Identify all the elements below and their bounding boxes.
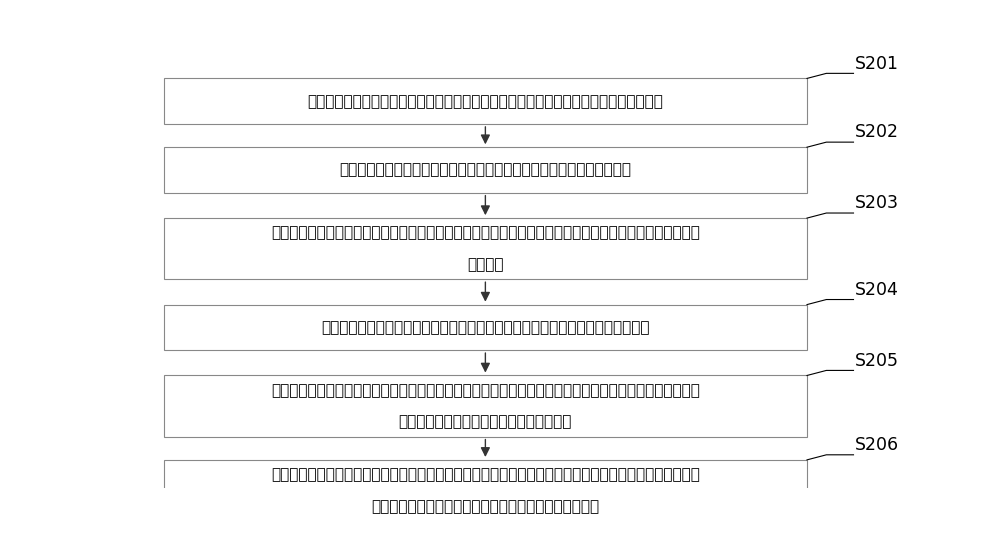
Text: 根据基准圆、第一偏心圆、第二偏心圆和高点定位销端点的坐标数据，拟合绘制出基准圆、第一偏心圆、第: 根据基准圆、第一偏心圆、第二偏心圆和高点定位销端点的坐标数据，拟合绘制出基准圆、…	[271, 383, 700, 398]
Bar	[164, 218, 807, 279]
Text: S203: S203	[855, 194, 899, 212]
Text: 偏心圆直径、第二偏心圆直径、偏心距、偏角以及相位角: 偏心圆直径、第二偏心圆直径、偏心距、偏角以及相位角	[371, 499, 599, 514]
Text: 二偏心圆和高点定位销端点的轨迹数据模型: 二偏心圆和高点定位销端点的轨迹数据模型	[399, 414, 572, 430]
Text: 将凸轮检测仪的检测头置于偏心轴端头位置测量基准圆的坐标数据并记录: 将凸轮检测仪的检测头置于偏心轴端头位置测量基准圆的坐标数据并记录	[339, 163, 631, 178]
Text: S202: S202	[855, 123, 899, 141]
Bar	[164, 78, 807, 124]
Text: S205: S205	[855, 352, 899, 369]
Bar	[164, 375, 807, 437]
Text: 将凸轮检测仪的检测头分别置于偏心轴的两个偏心圆位置测量第一偏心圆的坐标数据和第二偏心圆的坐标数: 将凸轮检测仪的检测头分别置于偏心轴的两个偏心圆位置测量第一偏心圆的坐标数据和第二…	[271, 225, 700, 240]
Text: 将偏心轴装夹在偏心轴复合尺寸检测工装夹具上，并启动驱动抱夹驱动偏心轴做圆周运动: 将偏心轴装夹在偏心轴复合尺寸检测工装夹具上，并启动驱动抱夹驱动偏心轴做圆周运动	[307, 94, 663, 109]
Text: S204: S204	[855, 281, 899, 299]
Bar	[164, 147, 807, 193]
Text: 据并记录: 据并记录	[467, 257, 504, 272]
Text: S206: S206	[855, 436, 899, 454]
Bar	[164, 305, 807, 350]
Bar	[164, 460, 807, 521]
Text: S201: S201	[855, 54, 899, 72]
Text: 将凸轮检测仪的检测头置于高点检测销的位置测量高点定位销端点坐标数据并记录: 将凸轮检测仪的检测头置于高点检测销的位置测量高点定位销端点坐标数据并记录	[321, 320, 650, 335]
Text: 根据基准圆、第一偏心圆、第二偏心圆和高点定位销端点的轨迹数据模型，分析计算得到基准圆直径、第一: 根据基准圆、第一偏心圆、第二偏心圆和高点定位销端点的轨迹数据模型，分析计算得到基…	[271, 467, 700, 482]
